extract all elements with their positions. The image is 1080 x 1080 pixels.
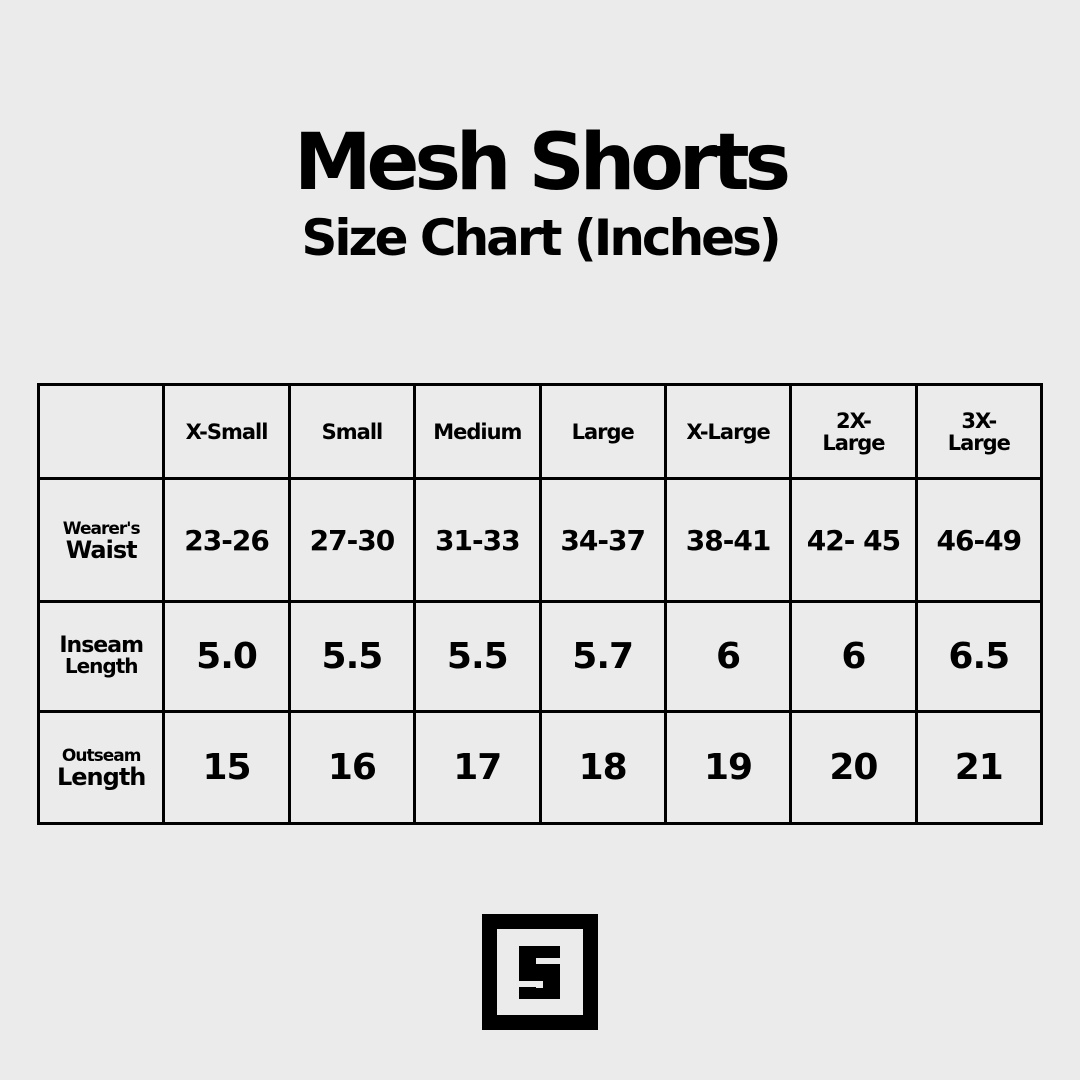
column-header: Small xyxy=(287,383,417,480)
table-cell: 18 xyxy=(538,710,667,825)
table-cell: 20 xyxy=(789,710,918,825)
corner-cell xyxy=(36,383,166,480)
row-label: Outseam Length xyxy=(36,710,166,825)
table-cell: 19 xyxy=(663,710,793,825)
row-label-top: Outseam xyxy=(61,746,142,766)
table-row: Outseam Length 15 16 17 18 19 20 21 xyxy=(36,710,1044,825)
table-cell: 34-37 xyxy=(538,477,667,603)
table-cell: 6 xyxy=(663,600,793,713)
row-label-top: Inseam xyxy=(59,633,144,658)
column-header: X-Large xyxy=(663,383,793,480)
table-row: Wearer's Waist 23-26 27-30 31-33 34-37 38… xyxy=(36,477,1044,603)
table-cell: 21 xyxy=(914,710,1044,825)
table-cell: 17 xyxy=(413,710,542,825)
table-cell: 31-33 xyxy=(413,477,542,603)
table-cell: 38-41 xyxy=(663,477,793,603)
table-cell: 23-26 xyxy=(162,477,291,603)
table-cell: 42- 45 xyxy=(789,477,918,603)
row-label-bottom: Length xyxy=(56,763,146,791)
table-cell: 6 xyxy=(789,600,918,713)
page-subtitle: Size Chart (Inches) xyxy=(301,209,781,267)
table-cell: 6.5 xyxy=(914,600,1044,713)
column-header: X-Small xyxy=(162,383,291,480)
column-header: 2X-Large xyxy=(789,383,918,480)
s-square-logo-icon xyxy=(482,914,598,1030)
column-header: Medium xyxy=(413,383,542,480)
header-row: X-Small Small Medium Large X-Large 2X-La… xyxy=(36,383,1044,480)
column-header: Large xyxy=(538,383,667,480)
row-label-bottom: Waist xyxy=(65,535,138,564)
row-label: Wearer's Waist xyxy=(36,477,166,603)
table-row: Inseam Length 5.0 5.5 5.5 5.7 6 6 6.5 xyxy=(36,600,1044,713)
row-label: Inseam Length xyxy=(36,600,166,713)
table-cell: 5.7 xyxy=(538,600,667,713)
table-cell: 16 xyxy=(287,710,417,825)
table-cell: 46-49 xyxy=(914,477,1044,603)
table-cell: 15 xyxy=(162,710,291,825)
table-cell: 5.0 xyxy=(162,600,291,713)
size-chart-table: X-Small Small Medium Large X-Large 2X-La… xyxy=(36,383,1044,825)
table-cell: 27-30 xyxy=(287,477,417,603)
table-cell: 5.5 xyxy=(413,600,542,713)
table-cell: 5.5 xyxy=(287,600,417,713)
column-header: 3X-Large xyxy=(914,383,1044,480)
row-label-top: Wearer's xyxy=(62,518,141,539)
page-title: Mesh Shorts xyxy=(293,118,791,208)
row-label-bottom: Length xyxy=(64,654,139,678)
